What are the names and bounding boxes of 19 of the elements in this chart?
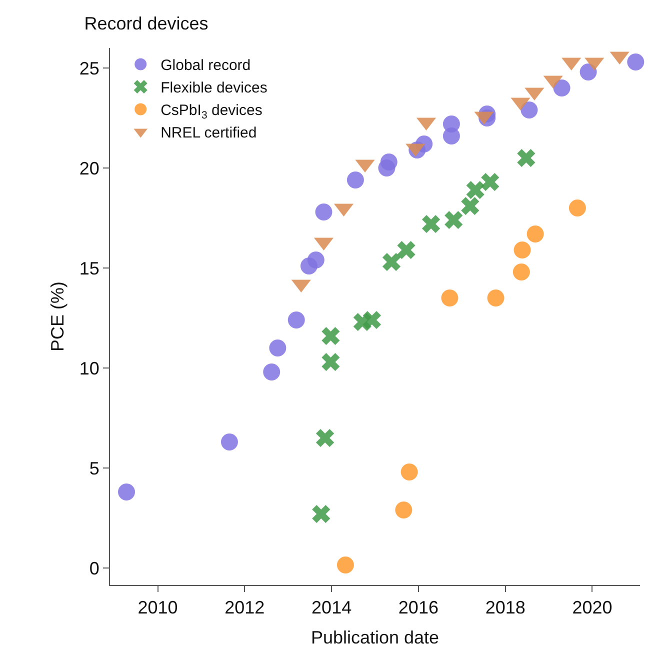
- x-tick-label: 2018: [485, 598, 526, 618]
- x-tick-label: 2010: [138, 598, 178, 618]
- y-axis-title: PCE (%): [48, 281, 68, 352]
- legend-label: Global record: [160, 57, 251, 74]
- x-tick-label: 2020: [572, 598, 612, 618]
- chart-title: Record devices: [84, 13, 208, 34]
- y-tick-label: 5: [89, 458, 100, 478]
- x-tick-label: 2012: [224, 598, 265, 618]
- y-tick-label: 20: [79, 158, 100, 178]
- y-tick-label: 0: [89, 558, 100, 578]
- legend-label: Flexible devices: [160, 80, 268, 97]
- y-tick-label: 25: [79, 58, 100, 78]
- x-tick-label: 2016: [398, 598, 438, 618]
- y-tick-label: 10: [79, 358, 100, 378]
- y-tick-label: 15: [79, 258, 100, 278]
- x-axis-title: Publication date: [310, 628, 440, 648]
- x-tick-label: 2014: [312, 598, 352, 618]
- legend-label: NREL certified: [160, 124, 257, 142]
- legend-label: CsPbI$_{3}$ devices: [160, 102, 262, 122]
